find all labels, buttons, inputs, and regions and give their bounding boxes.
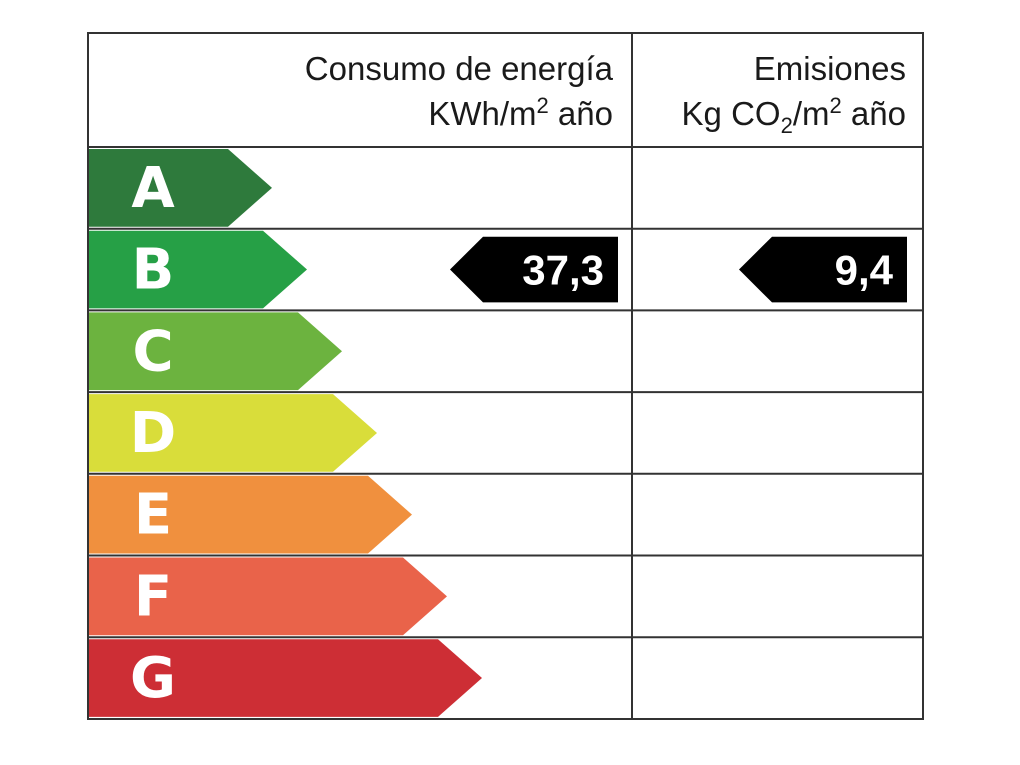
table-border: [87, 32, 924, 720]
emissions-column-title: Emisiones: [754, 50, 906, 87]
rating-bar-e: E: [89, 475, 412, 554]
rating-bar-d: D: [89, 394, 377, 472]
energy-column-unit: KWh/m2 año: [428, 93, 613, 132]
marker-value: 9,4: [835, 247, 894, 294]
marker-arrow: [739, 236, 907, 303]
rating-arrow: [89, 394, 377, 472]
rating-bar-b: B: [89, 230, 307, 309]
emissions-column-header: Emisiones Kg CO2/m2 año: [682, 50, 906, 138]
rating-letter: G: [130, 646, 176, 711]
rating-letter: E: [134, 483, 172, 548]
rating-arrow: [89, 312, 342, 391]
rating-letter: D: [130, 401, 176, 466]
rating-arrow: [89, 639, 482, 717]
marker-value: 37,3: [522, 247, 604, 294]
emissions-column-unit: Kg CO2/m2 año: [682, 93, 906, 138]
energy-column-header: Consumo de energía KWh/m2 año: [305, 50, 614, 132]
marker-arrow: [450, 236, 618, 303]
rating-arrow: [89, 475, 412, 554]
rating-bar-g: G: [89, 639, 482, 717]
rating-arrow: [89, 230, 307, 309]
table-grid: [87, 32, 924, 720]
energy-column-title: Consumo de energía: [305, 50, 614, 87]
rating-letter: F: [134, 564, 172, 629]
rating-letter: A: [131, 156, 175, 221]
rating-letter: B: [132, 238, 175, 303]
rating-arrow: [89, 557, 447, 636]
rating-bar-a: A: [89, 149, 272, 227]
value-markers: 37,3 9,4: [450, 236, 907, 303]
energy-value-marker: 37,3: [450, 236, 618, 303]
rating-bar-c: C: [89, 312, 342, 391]
row-dividers: [88, 146, 923, 639]
rating-bar-f: F: [89, 557, 447, 636]
emissions-value-marker: 9,4: [739, 236, 907, 303]
rating-arrow: [89, 149, 272, 227]
rating-letter: C: [132, 319, 173, 384]
